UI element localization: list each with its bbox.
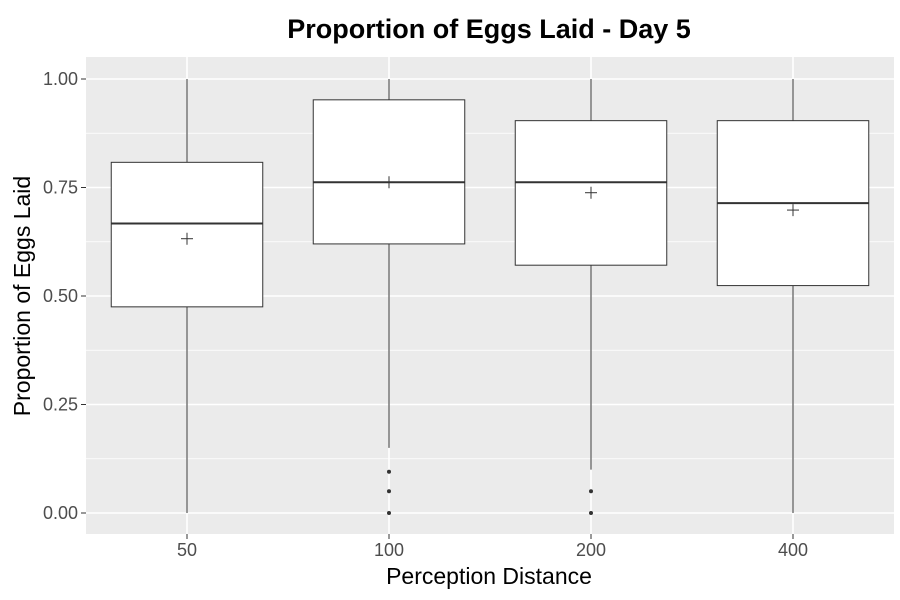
- outlier-point: [589, 511, 593, 515]
- chart-title: Proportion of Eggs Laid - Day 5: [287, 14, 691, 44]
- y-tick-label: 1.00: [43, 69, 78, 89]
- x-tick-label: 200: [576, 540, 606, 560]
- y-tick-label: 0.00: [43, 503, 78, 523]
- outlier-point: [589, 489, 593, 494]
- y-tick-label: 0.75: [43, 178, 78, 198]
- outlier-point: [387, 511, 391, 515]
- box-series: [110, 79, 870, 515]
- box-200: [514, 79, 668, 515]
- y-tick-label: 0.50: [43, 286, 78, 306]
- y-tick-label: 0.25: [43, 395, 78, 415]
- box-100: [312, 79, 466, 515]
- y-axis: 0.00 0.25 0.50 0.75 1.00: [43, 69, 86, 523]
- box-400: [716, 79, 870, 513]
- box-50: [110, 79, 264, 513]
- x-tick-label: 400: [778, 540, 808, 560]
- y-axis-title: Proportion of Eggs Laid: [9, 176, 35, 416]
- outlier-point: [387, 469, 391, 474]
- x-axis: 50 100 200 400: [177, 534, 808, 560]
- box-iqr: [312, 99, 466, 245]
- outlier-point: [387, 489, 391, 494]
- x-tick-label: 50: [177, 540, 197, 560]
- x-axis-title: Perception Distance: [386, 563, 592, 589]
- x-tick-label: 100: [374, 540, 404, 560]
